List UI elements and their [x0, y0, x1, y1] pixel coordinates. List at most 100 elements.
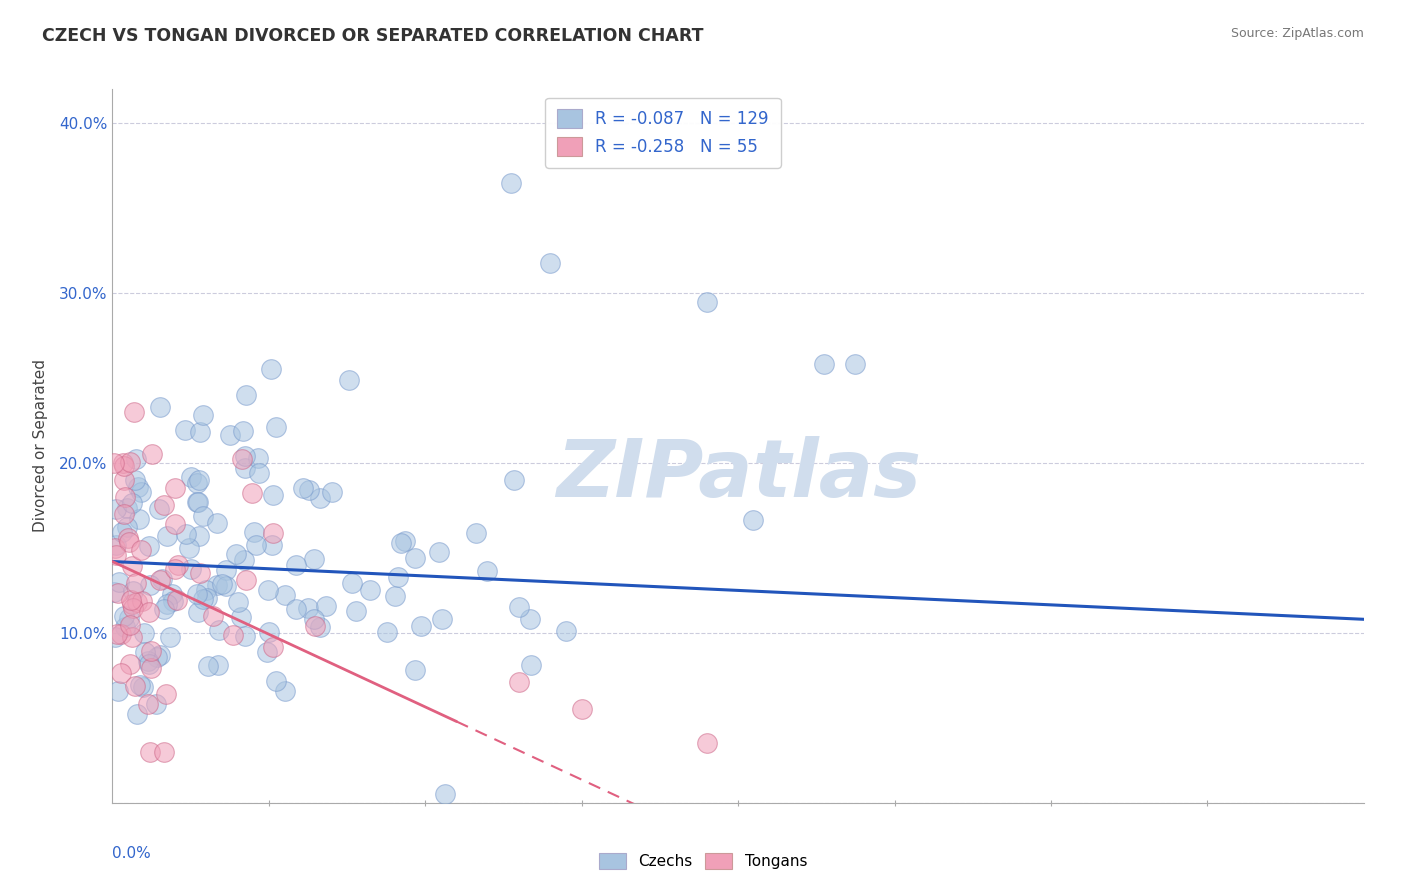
Point	[134, 645, 156, 659]
Point	[501, 176, 523, 190]
Point	[111, 456, 134, 470]
Point	[149, 574, 172, 588]
Point	[235, 573, 257, 587]
Point	[233, 449, 256, 463]
Point	[475, 564, 498, 578]
Point	[145, 697, 167, 711]
Point	[197, 658, 219, 673]
Point	[121, 597, 143, 611]
Point	[120, 592, 142, 607]
Point	[247, 467, 270, 481]
Point	[233, 553, 256, 567]
Point	[129, 484, 152, 499]
Point	[309, 491, 332, 505]
Point	[375, 624, 398, 639]
Point	[503, 473, 526, 487]
Point	[118, 657, 141, 671]
Point	[225, 547, 247, 561]
Point	[166, 593, 188, 607]
Point	[193, 509, 215, 524]
Point	[247, 451, 270, 466]
Point	[187, 473, 209, 487]
Point	[134, 625, 156, 640]
Point	[193, 408, 215, 422]
Point	[264, 420, 287, 434]
Point	[232, 425, 254, 439]
Point	[519, 612, 541, 626]
Point	[120, 455, 142, 469]
Point	[508, 600, 530, 615]
Point	[107, 586, 129, 600]
Point	[427, 545, 450, 559]
Point	[207, 578, 229, 592]
Point	[215, 563, 238, 577]
Point	[124, 405, 146, 419]
Point	[337, 373, 360, 387]
Point	[165, 517, 187, 532]
Point	[384, 589, 406, 603]
Point	[110, 666, 132, 681]
Text: Source: ZipAtlas.com: Source: ZipAtlas.com	[1230, 27, 1364, 40]
Point	[118, 534, 141, 549]
Point	[118, 611, 141, 625]
Point	[304, 619, 326, 633]
Point	[186, 587, 208, 601]
Point	[186, 494, 208, 508]
Point	[121, 583, 143, 598]
Point	[540, 255, 562, 269]
Point	[194, 582, 217, 597]
Point	[128, 512, 150, 526]
Point	[131, 594, 153, 608]
Point	[302, 611, 325, 625]
Point	[112, 458, 135, 473]
Point	[309, 620, 332, 634]
Point	[121, 630, 143, 644]
Point	[159, 630, 181, 644]
Point	[103, 585, 125, 599]
Point	[195, 591, 218, 605]
Point	[187, 606, 209, 620]
Point	[104, 502, 127, 516]
Point	[262, 488, 284, 502]
Point	[107, 684, 129, 698]
Point	[108, 575, 131, 590]
Point	[139, 643, 162, 657]
Point	[235, 388, 257, 402]
Point	[302, 551, 325, 566]
Point	[156, 597, 179, 611]
Point	[104, 541, 127, 556]
Point	[243, 524, 266, 539]
Point	[141, 448, 163, 462]
Point	[262, 525, 284, 540]
Point	[696, 736, 718, 750]
Point	[112, 609, 135, 624]
Point	[259, 362, 281, 376]
Point	[222, 628, 245, 642]
Point	[146, 649, 169, 664]
Point	[188, 425, 211, 439]
Point	[389, 536, 412, 550]
Point	[141, 660, 163, 674]
Point	[103, 456, 125, 470]
Legend: Czechs, Tongans: Czechs, Tongans	[593, 847, 813, 875]
Point	[160, 586, 183, 600]
Point	[125, 576, 148, 591]
Point	[127, 480, 149, 494]
Point	[174, 423, 197, 437]
Point	[240, 485, 263, 500]
Point	[163, 482, 186, 496]
Point	[107, 627, 129, 641]
Point	[114, 507, 136, 521]
Point	[742, 513, 765, 527]
Point	[174, 526, 197, 541]
Point	[571, 702, 593, 716]
Point	[122, 600, 145, 615]
Point	[257, 625, 280, 640]
Text: CZECH VS TONGAN DIVORCED OR SEPARATED CORRELATION CHART: CZECH VS TONGAN DIVORCED OR SEPARATED CO…	[42, 27, 703, 45]
Point	[138, 657, 160, 671]
Point	[129, 542, 152, 557]
Point	[105, 549, 128, 563]
Point	[149, 648, 172, 662]
Point	[138, 605, 160, 619]
Point	[128, 677, 150, 691]
